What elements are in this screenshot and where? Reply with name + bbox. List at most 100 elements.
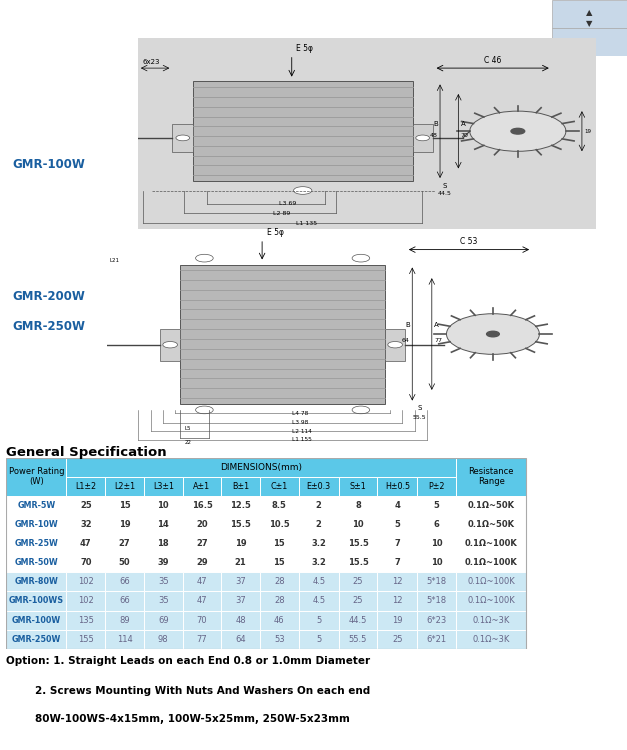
Text: ▲: ▲ <box>586 8 593 17</box>
Text: H±0.5: H±0.5 <box>385 482 410 490</box>
Text: 29: 29 <box>196 558 208 567</box>
Text: 80W-100WS-4x15mm, 100W-5x25mm, 250W-5x23mm: 80W-100WS-4x15mm, 100W-5x25mm, 250W-5x23… <box>6 714 350 724</box>
Text: S: S <box>418 404 422 410</box>
Bar <box>6 630 66 649</box>
Text: 15: 15 <box>119 501 130 510</box>
Bar <box>298 630 339 649</box>
Text: L2 114: L2 114 <box>292 429 312 433</box>
Text: GMR-100W: GMR-100W <box>13 158 85 172</box>
Bar <box>66 477 105 496</box>
Bar <box>66 458 456 477</box>
Text: GMR-25W: GMR-25W <box>14 539 58 548</box>
Circle shape <box>446 314 539 354</box>
Bar <box>418 534 456 554</box>
Text: 10: 10 <box>157 501 169 510</box>
Text: C±1: C±1 <box>271 482 288 490</box>
Text: 25: 25 <box>353 596 363 605</box>
Text: L3 69: L3 69 <box>280 202 297 206</box>
Bar <box>339 610 377 630</box>
Circle shape <box>487 332 499 337</box>
Bar <box>413 124 433 152</box>
Bar <box>418 496 456 514</box>
Bar <box>221 630 260 649</box>
Bar <box>182 572 221 591</box>
Bar <box>144 610 182 630</box>
Bar <box>377 554 418 572</box>
Text: 44.5: 44.5 <box>438 191 451 196</box>
Bar <box>339 514 377 534</box>
Text: 0.1Ω~100K: 0.1Ω~100K <box>465 558 517 567</box>
Text: 69: 69 <box>158 616 169 625</box>
Bar <box>456 458 526 496</box>
Text: P±2: P±2 <box>428 482 445 490</box>
Text: 37: 37 <box>235 596 246 605</box>
Bar <box>456 514 526 534</box>
Text: S±1: S±1 <box>350 482 366 490</box>
Bar <box>260 610 298 630</box>
Text: 0.1Ω~50K: 0.1Ω~50K <box>468 501 515 510</box>
Text: GMR-5W: GMR-5W <box>18 501 56 510</box>
Bar <box>260 477 298 496</box>
Bar <box>105 534 144 554</box>
Text: 155: 155 <box>78 634 93 644</box>
Bar <box>339 591 377 610</box>
Text: GMR-200W: GMR-200W <box>13 290 85 303</box>
Text: 25: 25 <box>353 578 363 586</box>
Bar <box>182 591 221 610</box>
Bar <box>298 477 339 496</box>
Circle shape <box>196 254 213 262</box>
Bar <box>221 610 260 630</box>
Text: E±0.3: E±0.3 <box>307 482 331 490</box>
Bar <box>66 534 105 554</box>
Text: GMR-100W: GMR-100W <box>12 616 61 625</box>
Bar <box>221 477 260 496</box>
Text: 10: 10 <box>352 520 364 529</box>
Bar <box>418 554 456 572</box>
Text: 2. Screws Mounting With Nuts And Washers On each end: 2. Screws Mounting With Nuts And Washers… <box>6 686 371 696</box>
Text: 5: 5 <box>316 634 322 644</box>
Text: 48: 48 <box>430 133 438 137</box>
Text: 25: 25 <box>392 634 403 644</box>
Bar <box>182 496 221 514</box>
Text: Option: 1. Straight Leads on each End 0.8 or 1.0mm Diameter: Option: 1. Straight Leads on each End 0.… <box>6 656 371 666</box>
Text: 66: 66 <box>119 596 130 605</box>
Text: 5: 5 <box>316 616 322 625</box>
Bar <box>339 572 377 591</box>
Bar <box>377 630 418 649</box>
Bar <box>144 514 182 534</box>
Text: 53: 53 <box>274 634 285 644</box>
Bar <box>144 534 182 554</box>
Circle shape <box>352 254 370 262</box>
Text: 4.5: 4.5 <box>312 578 325 586</box>
Text: 10.5: 10.5 <box>269 520 290 529</box>
Text: 47: 47 <box>197 578 208 586</box>
Bar <box>418 514 456 534</box>
Text: 16.5: 16.5 <box>191 501 213 510</box>
Text: 39: 39 <box>157 558 169 567</box>
Bar <box>6 458 66 496</box>
Bar <box>377 534 418 554</box>
Text: 114: 114 <box>117 634 132 644</box>
Bar <box>180 265 386 404</box>
Bar <box>298 514 339 534</box>
Text: 12: 12 <box>392 596 403 605</box>
Bar <box>221 496 260 514</box>
Text: 102: 102 <box>78 596 93 605</box>
Bar <box>66 554 105 572</box>
Text: 0.1Ω~100K: 0.1Ω~100K <box>465 539 517 548</box>
Text: 5*18: 5*18 <box>426 596 447 605</box>
Bar <box>260 591 298 610</box>
Text: Power Rating
(W): Power Rating (W) <box>9 467 64 486</box>
Bar <box>182 554 221 572</box>
Bar <box>144 591 182 610</box>
Bar <box>339 477 377 496</box>
Circle shape <box>511 128 525 134</box>
Text: 10: 10 <box>431 539 443 548</box>
Text: GMR-50W: GMR-50W <box>14 558 58 567</box>
Bar <box>456 534 526 554</box>
Bar <box>260 496 298 514</box>
Bar <box>182 514 221 534</box>
Text: 77: 77 <box>197 634 208 644</box>
Text: 66: 66 <box>119 578 130 586</box>
Text: 35: 35 <box>158 596 169 605</box>
